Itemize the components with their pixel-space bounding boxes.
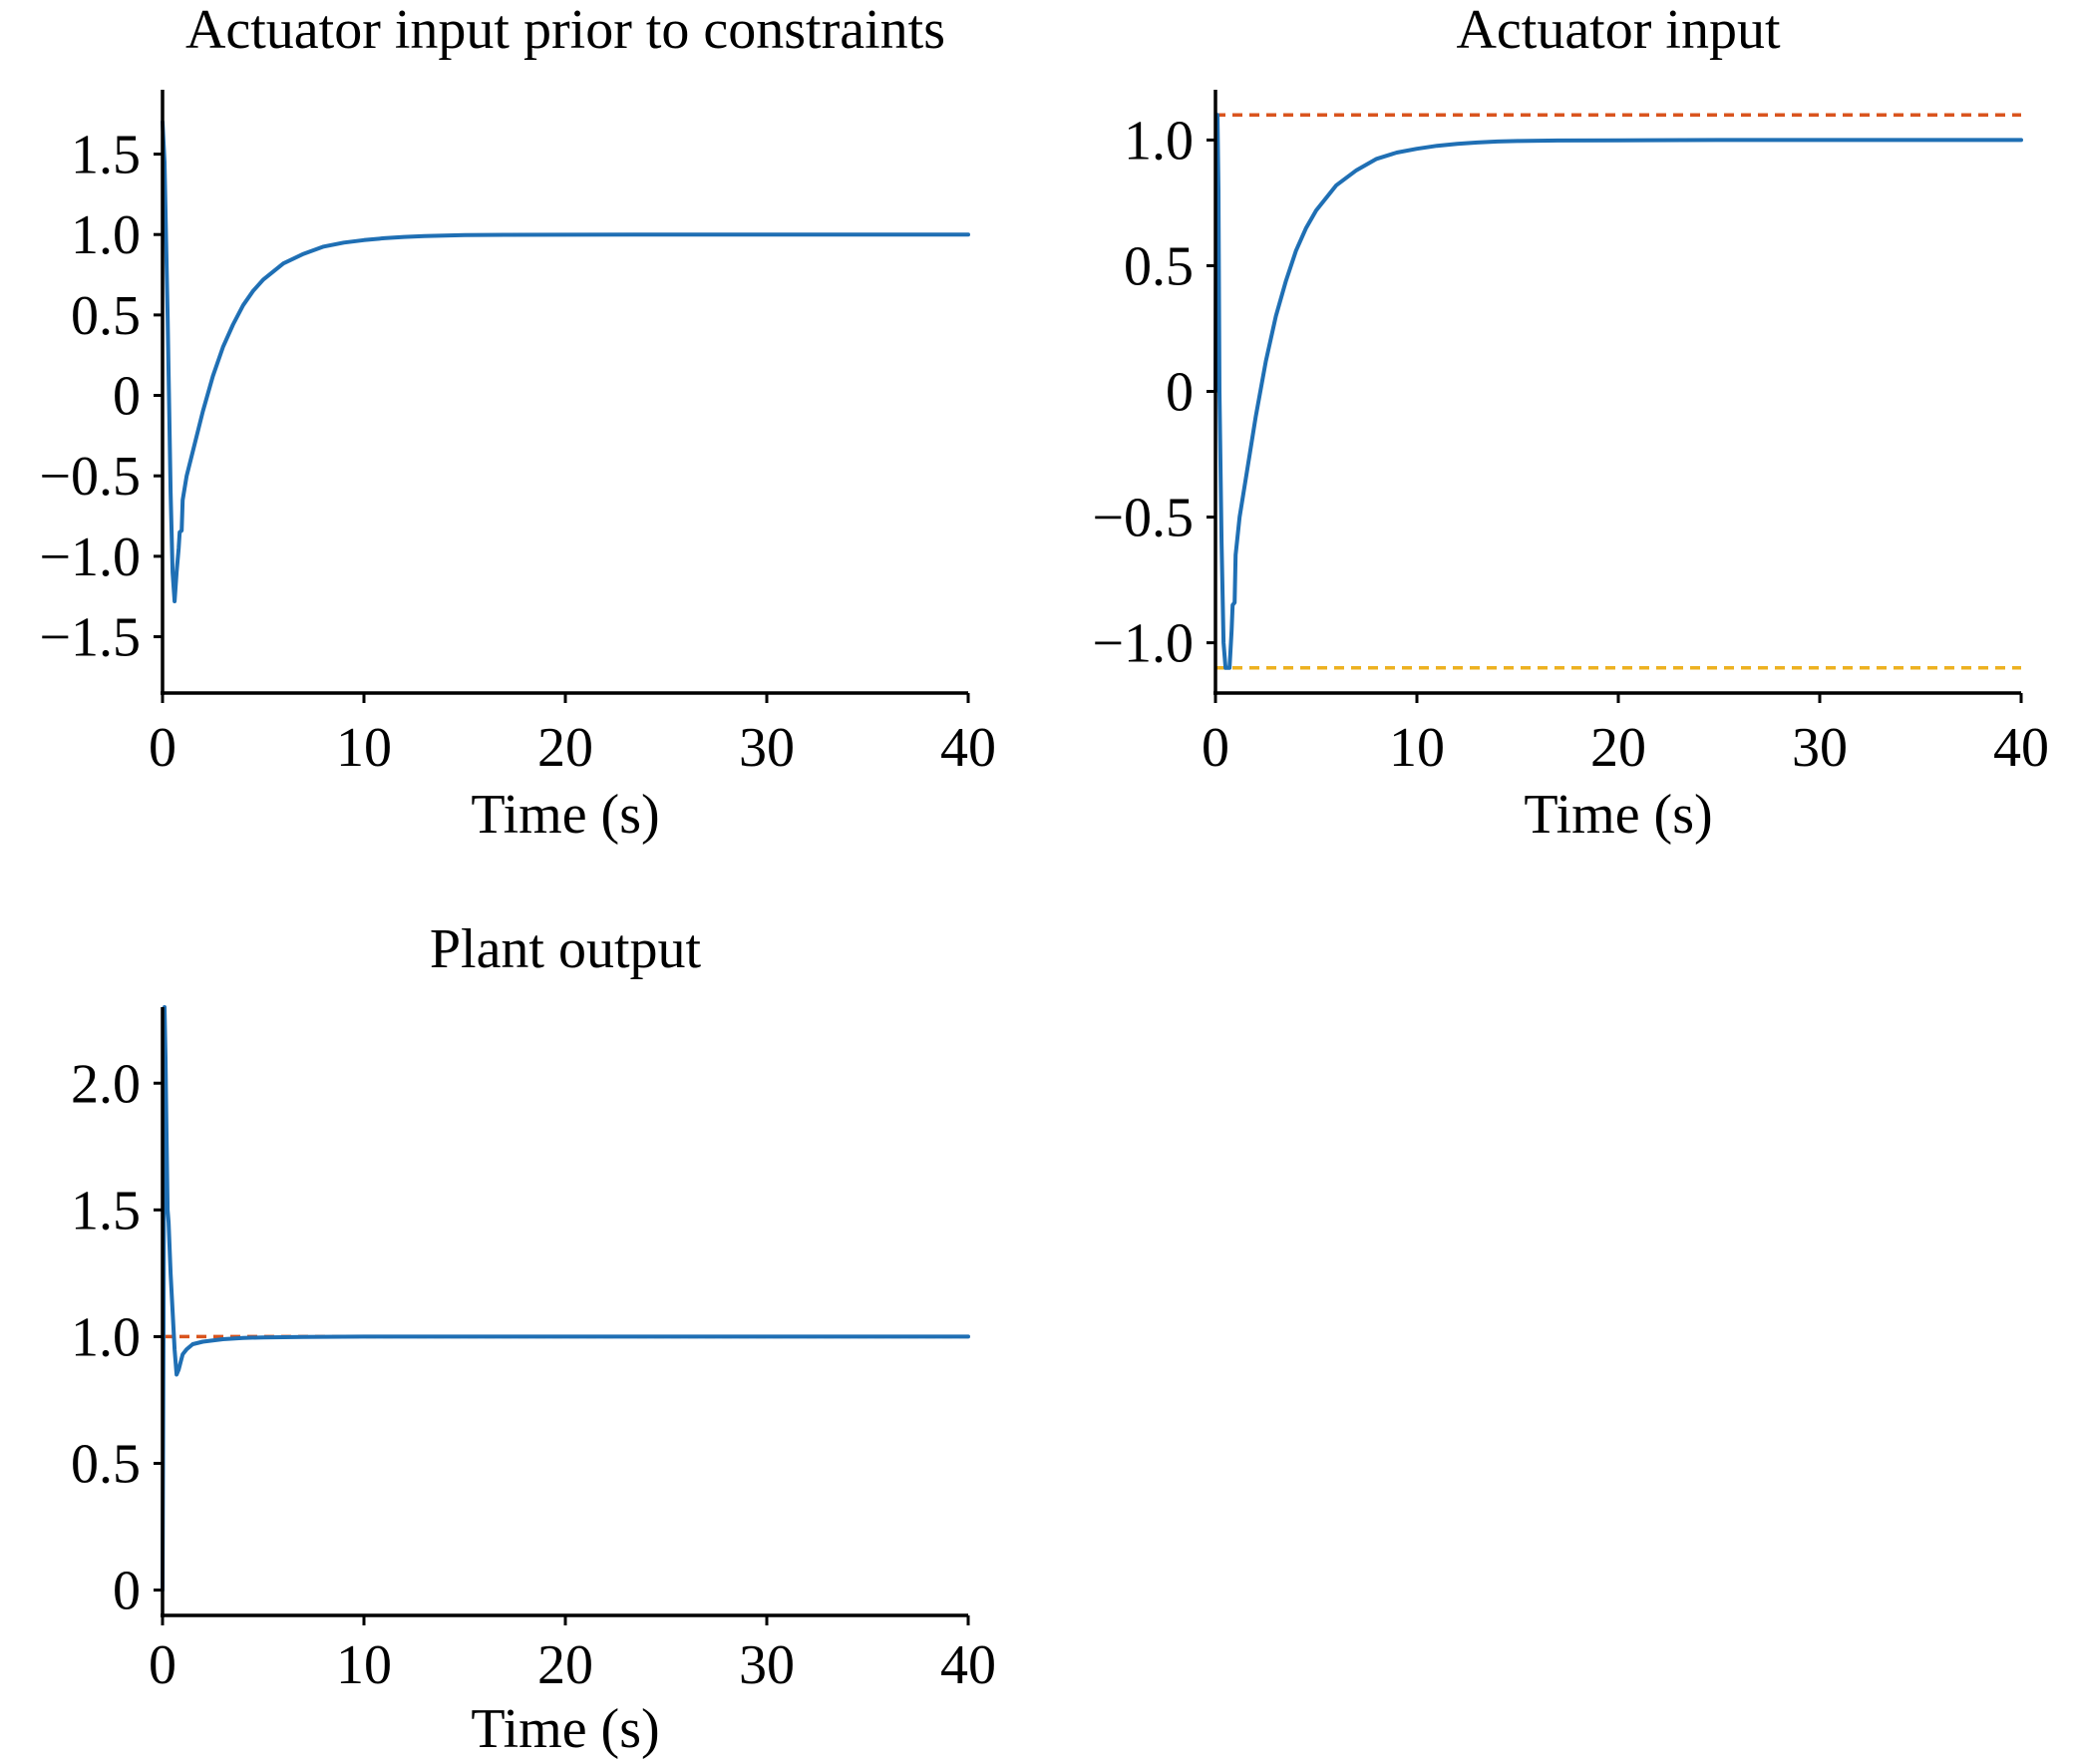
x-tick-label: 30 bbox=[1792, 717, 1848, 779]
y-tick-label: 0.5 bbox=[71, 285, 141, 347]
y-tick-label: −1.0 bbox=[1092, 613, 1194, 675]
series-line bbox=[161, 1005, 970, 1592]
chart-title: Plant output bbox=[430, 918, 702, 980]
x-tick-label: 30 bbox=[739, 717, 795, 779]
x-tick-label: 20 bbox=[537, 717, 593, 779]
x-tick-label: 10 bbox=[336, 1634, 392, 1696]
series-line bbox=[161, 120, 970, 603]
x-tick-label: 40 bbox=[940, 717, 996, 779]
x-tick-label: 40 bbox=[1993, 717, 2049, 779]
y-tick-label: 2.0 bbox=[71, 1053, 141, 1115]
x-axis-label: Time (s) bbox=[1524, 784, 1712, 846]
x-tick-label: 20 bbox=[537, 1634, 593, 1696]
x-tick-label: 20 bbox=[1590, 717, 1646, 779]
y-tick-label: 1.0 bbox=[1124, 110, 1194, 172]
x-tick-label: 40 bbox=[940, 1634, 996, 1696]
y-tick-label: 0 bbox=[113, 366, 141, 428]
y-tick-label: 0 bbox=[113, 1561, 141, 1622]
x-tick-label: 30 bbox=[739, 1634, 795, 1696]
x-tick-label: 10 bbox=[1389, 717, 1445, 779]
y-tick-label: 1.0 bbox=[71, 1306, 141, 1368]
y-tick-label: 0 bbox=[1166, 362, 1194, 424]
y-tick-label: 1.5 bbox=[71, 125, 141, 186]
y-tick-label: −0.5 bbox=[1092, 488, 1194, 549]
chart-title: Actuator input bbox=[1456, 0, 1780, 61]
y-tick-label: −1.5 bbox=[39, 607, 141, 669]
y-tick-label: 1.0 bbox=[71, 204, 141, 266]
x-axis-label: Time (s) bbox=[471, 784, 659, 846]
x-axis-label: Time (s) bbox=[471, 1698, 659, 1760]
x-tick-label: 0 bbox=[1202, 717, 1229, 779]
y-tick-label: 0.5 bbox=[1124, 235, 1194, 297]
y-tick-label: 0.5 bbox=[71, 1434, 141, 1496]
chart-panel-plant-output: Plant output 0 10 20 30 40 2.0 1.5 1.0 0.5 0 Time (… bbox=[71, 918, 996, 1760]
y-tick-label: −1.0 bbox=[39, 527, 141, 588]
x-tick-label: 10 bbox=[336, 717, 392, 779]
x-tick-label: 0 bbox=[149, 717, 176, 779]
chart-panel-actuator-input: Actuator input 0 10 20 30 40 1.0 0.5 0 −0.5 −1.0 Ti… bbox=[1092, 0, 2049, 846]
y-tick-label: −0.5 bbox=[39, 446, 141, 508]
chart-panel-actuator-input-prior: Actuator input prior to constraints 0 10 20… bbox=[39, 0, 996, 846]
series-line bbox=[1213, 113, 2023, 670]
chart-title: Actuator input prior to constraints bbox=[185, 0, 945, 61]
y-tick-label: 1.5 bbox=[71, 1180, 141, 1241]
x-tick-label: 0 bbox=[149, 1634, 176, 1696]
